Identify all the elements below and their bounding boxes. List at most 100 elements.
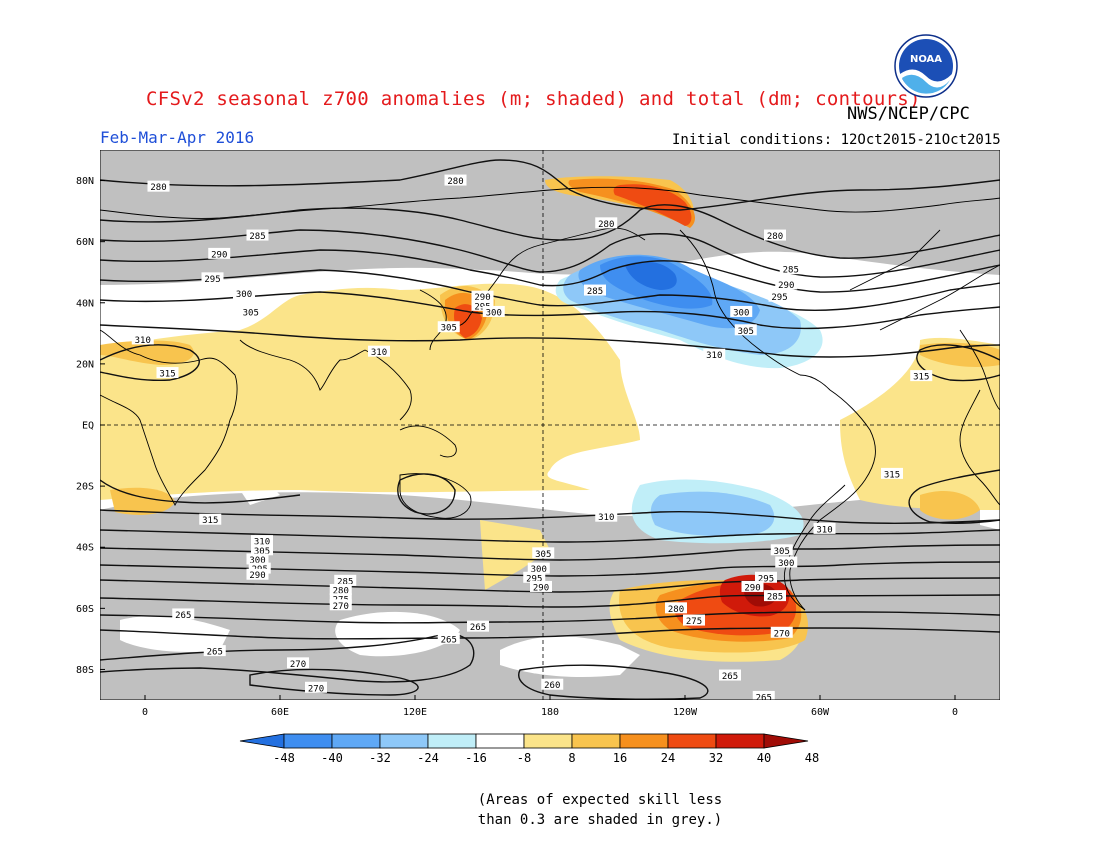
- contour-label: 315: [159, 370, 175, 380]
- contour-label: 270: [774, 629, 790, 639]
- contour-label-bg: [437, 632, 460, 644]
- contour-label-bg: [595, 510, 618, 522]
- contour-label-bg: [368, 345, 390, 357]
- chart-title: CFSv2 seasonal z700 anomalies (m; shaded…: [146, 88, 921, 110]
- contour-label: 260: [544, 681, 560, 691]
- colorbar-label: 32: [709, 751, 723, 765]
- contour-label-bg: [203, 645, 226, 657]
- contour-label-bg: [437, 321, 460, 333]
- contour-labels: 2802802802802852852852902902902952952953…: [131, 174, 933, 700]
- contour-label-bg: [172, 608, 195, 620]
- contour-label: 305: [254, 547, 270, 557]
- height-contours: [100, 159, 1000, 700]
- contour-label-bg: [764, 590, 786, 602]
- initial-conditions: Initial conditions: 12Oct2015-21Oct2015: [672, 132, 1001, 148]
- contour-label: 310: [598, 513, 614, 523]
- contour-label-bg: [595, 217, 618, 229]
- contour-label-bg: [741, 580, 764, 592]
- contour-label-bg: [527, 562, 550, 574]
- contour-label-bg: [755, 571, 777, 583]
- contour-label-bg: [251, 535, 273, 547]
- contour-label: 295: [204, 275, 220, 285]
- contour-label-bg: [541, 678, 564, 690]
- contour-label: 270: [308, 684, 324, 694]
- contour-label: 265: [756, 693, 772, 700]
- contour-label-bg: [764, 229, 786, 241]
- contour-label: 280: [150, 183, 166, 193]
- lon-label: 60W: [811, 707, 830, 718]
- colorbar-label: -48: [273, 751, 295, 765]
- contour-label: 265: [722, 672, 738, 682]
- contour-label: 295: [758, 574, 774, 584]
- lat-label: 40S: [76, 543, 94, 554]
- contour-label-bg: [444, 174, 467, 186]
- contour-label: 280: [668, 605, 684, 615]
- contour-label-bg: [246, 229, 269, 241]
- colorbar-label: -16: [465, 751, 487, 765]
- z700-anomaly-map: 2802802802802852852852902902902952952953…: [100, 150, 1000, 700]
- contour-label-bg: [208, 247, 231, 259]
- contour-label-bg: [881, 467, 903, 479]
- noaa-logo-icon: NOAA: [894, 34, 958, 98]
- contour-label: 285: [783, 266, 799, 276]
- contour-label: 300: [531, 565, 547, 575]
- contour-label-bg: [775, 278, 798, 290]
- colorbar-cell: [619, 733, 669, 749]
- contour-label-bg: [770, 626, 793, 638]
- contour-label: 300: [249, 556, 265, 566]
- lat-label: 40N: [76, 298, 94, 309]
- contour-label: 280: [333, 587, 349, 597]
- contour-label: 310: [816, 525, 832, 535]
- contour-label: 310: [254, 538, 270, 548]
- svg-text:NOAA: NOAA: [910, 54, 942, 65]
- contour-label: 300: [486, 308, 502, 318]
- contour-label-bg: [910, 370, 933, 382]
- contour-label: 265: [470, 623, 486, 633]
- contour-label: 285: [767, 593, 783, 603]
- contour-label: 315: [884, 470, 900, 480]
- contour-label: 285: [587, 287, 603, 297]
- skill-note-line2: than 0.3 are shaded in grey.): [477, 812, 723, 828]
- contour-label-bg: [530, 580, 552, 592]
- colorbar-label: 48: [805, 751, 819, 765]
- contour-label-bg: [147, 180, 170, 192]
- colorbar-cell: [523, 733, 573, 749]
- colorbar-label: -40: [321, 751, 343, 765]
- contour-label-bg: [233, 287, 255, 299]
- contour-label: 290: [249, 571, 265, 581]
- colorbar-label: -24: [417, 751, 439, 765]
- anomaly-negative-40-48: [625, 261, 677, 290]
- contour-label: 285: [249, 232, 265, 242]
- contour-label: 285: [337, 577, 353, 587]
- lon-label: 120W: [673, 707, 698, 718]
- colorbar-cell: [571, 733, 621, 749]
- contour-label-bg: [156, 367, 179, 379]
- contour-label-bg: [471, 299, 494, 311]
- colorbar-label: -32: [369, 751, 391, 765]
- contour-label-bg: [752, 690, 775, 700]
- contour-label: 305: [243, 308, 259, 318]
- contour-label-bg: [730, 305, 753, 317]
- contour-label-bg: [665, 602, 687, 614]
- colorbar-cell: [715, 733, 765, 749]
- contour-label: 265: [175, 611, 191, 621]
- colorbar-label: 8: [568, 751, 575, 765]
- lon-label: 0: [952, 707, 958, 718]
- contour-label-bg: [287, 657, 309, 669]
- skill-note: (Areas of expected skill less than 0.3 a…: [470, 790, 730, 830]
- contour-label-bg: [482, 305, 505, 317]
- contour-label: 310: [371, 348, 387, 358]
- skill-note-line1: (Areas of expected skill less: [477, 792, 723, 808]
- colorbar-label: -8: [517, 751, 531, 765]
- colorbar-arrow-left: [239, 733, 285, 749]
- contour-label-bg: [779, 263, 802, 275]
- colorbar-arrow-right: [763, 733, 809, 749]
- colorbar-cell: [475, 733, 525, 749]
- contour-label-bg: [770, 544, 793, 556]
- colorbar: -48 -40 -32 -24 -16 -8 8 16 24 32 40 48: [239, 733, 819, 765]
- contour-label-bg: [768, 290, 791, 302]
- lat-label: 20N: [76, 359, 94, 370]
- contour-label-bg: [813, 522, 836, 534]
- lat-label: 60S: [76, 604, 94, 615]
- lat-label: 80S: [76, 665, 94, 676]
